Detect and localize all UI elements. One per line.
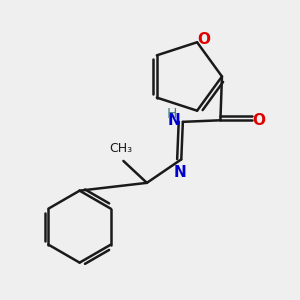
Text: H: H — [167, 107, 177, 121]
Text: CH₃: CH₃ — [109, 142, 133, 155]
Text: N: N — [173, 165, 186, 180]
Text: O: O — [197, 32, 211, 46]
Text: N: N — [168, 113, 181, 128]
Text: O: O — [252, 113, 265, 128]
